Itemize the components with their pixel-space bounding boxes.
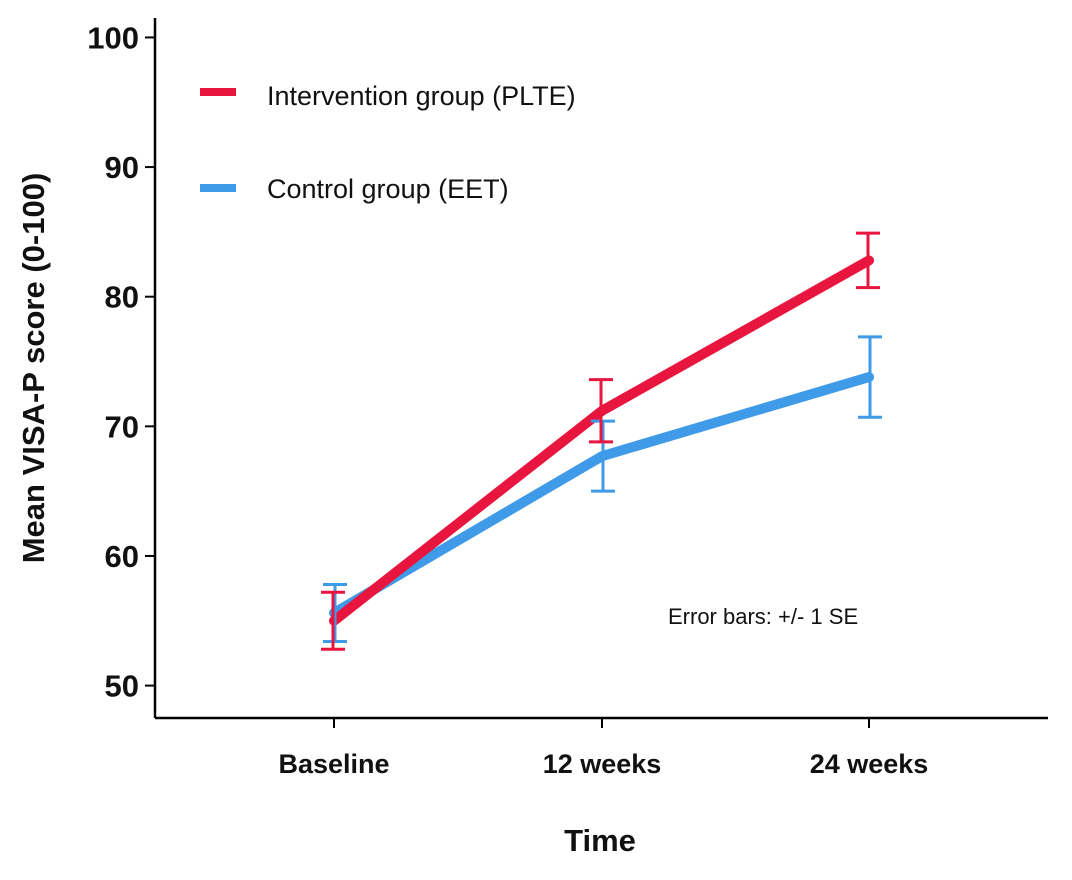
error-bar — [589, 378, 613, 444]
y-tick-label: 80 — [105, 280, 139, 315]
y-tick-label: 70 — [105, 409, 139, 444]
legend-label-control: Control group (EET) — [267, 174, 509, 204]
y-axis-ticks: 50 60 70 80 90 100 — [87, 20, 155, 704]
x-tick-label: 24 weeks — [810, 749, 929, 779]
error-bars-note: Error bars: +/- 1 SE — [668, 604, 858, 629]
x-tick-label: Baseline — [278, 749, 389, 779]
x-axis-title: Time — [564, 823, 636, 858]
error-bar — [321, 590, 345, 651]
error-bar — [858, 335, 882, 419]
x-tick-label: 12 weeks — [543, 749, 662, 779]
y-tick-label: 60 — [105, 539, 139, 574]
y-tick-label: 90 — [105, 150, 139, 185]
y-axis-title: Mean VISA-P score (0-100) — [16, 173, 51, 564]
y-tick-label: 50 — [105, 669, 139, 704]
series-layer — [321, 231, 882, 651]
error-bar — [856, 231, 880, 290]
error-bar — [591, 419, 615, 493]
error-bar — [323, 582, 347, 644]
y-tick-label: 100 — [87, 20, 139, 55]
legend-label-intervention: Intervention group (PLTE) — [267, 81, 576, 111]
x-axis-ticks: Baseline 12 weeks 24 weeks — [278, 718, 928, 779]
legend: Intervention group (PLTE) Control group … — [200, 81, 576, 204]
